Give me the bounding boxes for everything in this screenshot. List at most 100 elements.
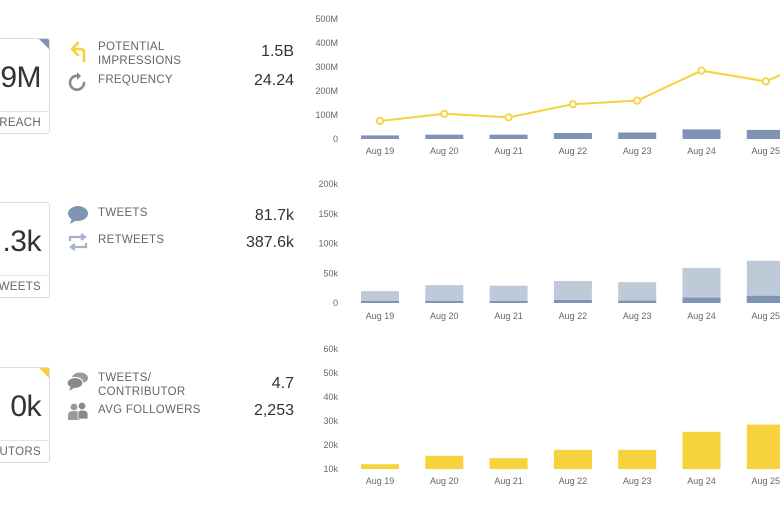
contributors-bar	[489, 458, 528, 469]
x-tick-label: Aug 19	[366, 476, 395, 486]
card-corner-marker	[39, 368, 49, 378]
impressions-bar	[361, 135, 399, 139]
x-tick-label: Aug 23	[623, 476, 652, 486]
x-tick-label: Aug 23	[623, 311, 652, 321]
impressions-bar	[746, 129, 780, 139]
y-tick-label: 200M	[315, 86, 338, 96]
x-tick-label: Aug 21	[494, 146, 523, 156]
y-tick-label: 40k	[323, 392, 338, 402]
impressions-bar	[489, 134, 528, 139]
tweets-bar	[746, 295, 780, 303]
tweets-card-caption: WEETS	[0, 275, 49, 297]
y-tick-label: 150k	[318, 209, 338, 219]
metric-tweets-per-contributor: TWEETS/ CONTRIBUTOR 4.7	[66, 370, 296, 398]
x-tick-label: Aug 24	[687, 146, 716, 156]
tweets-chart-svg: 200k 150k 100k 50k 0 Aug 19 Aug 20 Aug 21 Aug 22…	[318, 179, 780, 321]
metric-tweets: TWEETS 81.7k	[66, 203, 296, 227]
x-tick-label: Aug 25	[752, 476, 780, 486]
x-tick-label: Aug 20	[430, 146, 459, 156]
speech-bubble-icon	[66, 203, 90, 227]
y-tick-label: 20k	[323, 440, 338, 450]
contributors-bar	[618, 449, 657, 469]
tweets-per-contributor-value: 4.7	[271, 375, 294, 392]
y-tick-label: 200k	[318, 179, 338, 189]
reach-card[interactable]: 9M REACH	[0, 38, 50, 134]
tweets-bar	[425, 301, 464, 303]
x-tick-label: Aug 22	[559, 311, 588, 321]
contributors-bar	[425, 455, 464, 469]
x-tick-label: Aug 25	[752, 311, 780, 321]
retweets-bar	[425, 285, 464, 303]
y-tick-label: 400M	[315, 38, 338, 48]
impressions-bar	[425, 134, 464, 139]
x-tick-label: Aug 20	[430, 476, 459, 486]
tweets-chart: 200k 150k 100k 50k 0 Aug 19 Aug 20 Aug 21 Aug 22…	[300, 165, 780, 330]
tweets-card-value: .3k	[2, 225, 41, 258]
metric-potential-impressions: POTENTIAL IMPRESSIONS 1.5B	[66, 40, 296, 67]
y-tick-label: 100k	[318, 239, 338, 249]
frequency-point	[375, 116, 385, 126]
retweets-bar	[361, 291, 399, 303]
tweets-card[interactable]: .3k WEETS	[0, 202, 50, 298]
retweets-bar	[553, 280, 592, 303]
tweets-bar	[618, 300, 657, 303]
x-tick-label: Aug 21	[494, 311, 523, 321]
tweets-per-contributor-label: TWEETS/ CONTRIBUTOR	[98, 372, 186, 398]
reach-chart-svg: 500M 400M 300M 200M 100M 0 Aug 19 Aug 20 Aug 21 A…	[315, 14, 780, 156]
contributors-chart-svg: 60k 50k 40k 30k 20k 10k Aug 19 Aug 20 Aug 21 Aug …	[323, 344, 780, 486]
y-tick-label: 100M	[315, 110, 338, 120]
reach-section: 9M REACH POTENTIAL IMPRESSIONS 1.5B FREQ…	[0, 0, 780, 165]
tweets-bar	[553, 300, 592, 303]
frequency-point	[440, 109, 449, 118]
tweets-section: .3k WEETS TWEETS 81.7k RETWEETS 387.6k 2…	[0, 165, 780, 330]
y-tick-label: 10k	[323, 464, 338, 474]
tweets-bar	[489, 301, 528, 303]
metric-avg-followers: AVG FOLLOWERS 2,253	[66, 400, 296, 424]
x-tick-label: Aug 19	[366, 311, 395, 321]
x-tick-label: Aug 22	[559, 146, 588, 156]
tweets-bar	[361, 301, 399, 303]
y-tick-label: 30k	[323, 416, 338, 426]
y-tick-label: 0	[333, 134, 338, 144]
reach-chart: 500M 400M 300M 200M 100M 0 Aug 19 Aug 20 Aug 21 A…	[300, 0, 780, 165]
impressions-bar	[682, 129, 721, 139]
frequency-value: 24.24	[253, 72, 294, 89]
impressions-bar	[553, 133, 592, 139]
impressions-bar	[618, 132, 657, 139]
contributors-chart: 60k 50k 40k 30k 20k 10k Aug 19 Aug 20 Aug 21 Aug …	[300, 330, 780, 495]
x-tick-label: Aug 24	[687, 311, 716, 321]
contributors-card[interactable]: 0k UTORS	[0, 367, 50, 463]
contributors-bar	[553, 449, 592, 469]
y-tick-label: 300M	[315, 62, 338, 72]
contributors-section: 0k UTORS TWEETS/ CONTRIBUTOR 4.7 AVG FOL…	[0, 330, 780, 495]
refresh-icon	[66, 70, 90, 94]
x-tick-label: Aug 19	[366, 146, 395, 156]
y-tick-label: 50k	[323, 268, 338, 278]
contributors-card-value: 0k	[10, 390, 41, 423]
retweets-value: 387.6k	[245, 234, 294, 251]
frequency-point	[568, 100, 577, 109]
frequency-line	[379, 69, 780, 122]
reach-card-caption: REACH	[0, 111, 49, 133]
frequency-point	[504, 113, 513, 122]
avg-followers-value: 2,253	[253, 402, 294, 419]
frequency-point	[697, 66, 706, 75]
potential-impressions-label: POTENTIAL IMPRESSIONS	[98, 41, 182, 67]
retweet-icon	[66, 230, 90, 254]
reach-card-value: 9M	[0, 61, 41, 94]
contributors-bar	[682, 431, 721, 469]
x-tick-label: Aug 24	[687, 476, 716, 486]
share-arrows-icon	[66, 40, 90, 64]
y-tick-label: 50k	[323, 368, 338, 378]
contributors-bar	[361, 464, 399, 469]
chat-bubbles-icon	[66, 370, 90, 394]
y-tick-label: 0	[333, 298, 338, 308]
card-corner-marker	[39, 39, 49, 49]
frequency-point	[761, 77, 770, 86]
retweets-bar	[489, 285, 528, 303]
avg-followers-label: AVG FOLLOWERS	[98, 404, 201, 416]
users-icon	[66, 400, 90, 424]
retweets-label: RETWEETS	[98, 234, 165, 246]
retweets-bar	[682, 267, 721, 303]
metric-frequency: FREQUENCY 24.24	[66, 70, 296, 94]
